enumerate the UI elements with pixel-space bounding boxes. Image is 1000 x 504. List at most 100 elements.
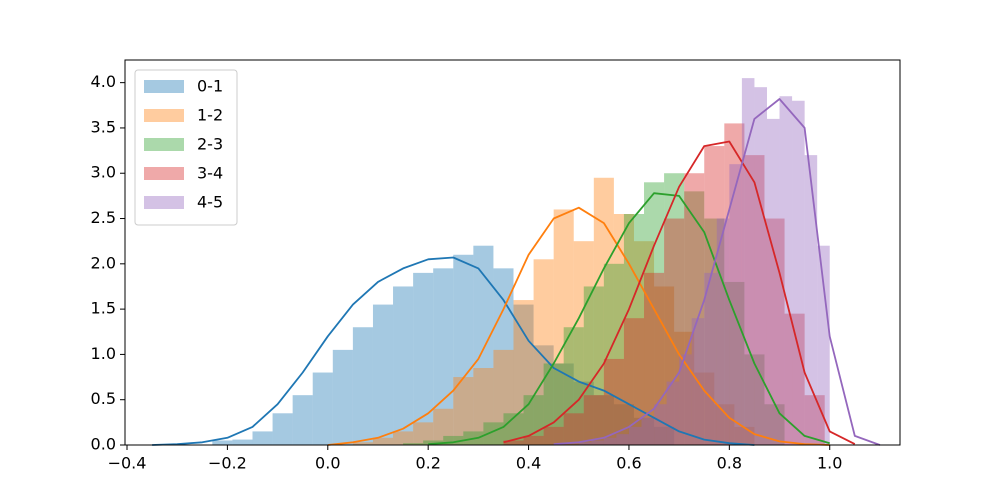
histogram-bar [754,87,767,446]
histogram-bar [252,431,273,445]
y-tick-label: 2.0 [91,253,116,272]
legend-swatch [144,196,184,209]
histogram-bar [573,381,594,445]
histogram-bar [704,146,725,445]
histogram-bar [513,300,534,445]
legend-swatch [144,138,184,151]
y-tick-label: 4.0 [91,72,116,91]
histogram-bar [272,413,293,445]
histogram-bar [654,426,675,445]
histogram-bar [413,422,434,445]
histogram-bar [553,363,574,445]
legend-swatch [144,80,184,93]
y-tick-label: 0.0 [91,435,116,454]
histogram-bar [729,164,742,446]
histogram-bar [292,395,313,445]
histogram-bar [433,408,454,445]
histogram-bar [583,286,604,445]
legend-box [134,69,238,226]
histogram-bar [664,173,685,445]
legend-swatch [144,167,184,180]
x-tick-label: 0.2 [415,454,440,473]
x-tick-label: 1.0 [817,454,842,473]
histogram-bar [817,245,830,445]
kde-line [428,192,830,445]
histogram-bar [633,417,655,445]
histogram-bar [654,286,675,445]
histogram-bar [372,437,394,445]
histogram-bar [573,241,594,445]
histogram-bar [779,96,793,445]
histogram-bar [684,191,705,445]
histogram-bar [724,281,745,445]
histogram-bar [503,440,524,445]
histogram-bar [312,372,333,445]
histogram-bar [679,354,692,445]
histogram-bar [232,439,253,445]
histogram-bar [578,442,592,445]
histogram-bar [352,442,373,445]
histogram-bar [583,395,604,445]
histogram-bar [352,327,373,445]
kde-line [152,256,755,446]
x-tick-label: 0.8 [717,454,742,473]
x-tick-label: 0.0 [315,454,340,473]
histogram-bar [684,173,705,445]
histogram-bar [372,304,394,445]
histogram-bar [766,118,780,445]
kde-line [553,98,881,446]
histogram-bar [644,182,665,445]
legend-label: 2-3 [197,135,223,154]
histogram-bar [641,417,655,445]
histogram-bar [212,440,233,445]
histogram-bar [623,318,645,445]
legend-label: 3-4 [197,164,223,183]
legend-label: 1-2 [197,106,223,125]
histogram-bar [666,381,680,445]
legend-label: 4-5 [197,193,223,212]
legend: 0-1 1-2 2-3 3-4 4-5 [134,69,238,226]
y-tick-label: 1.0 [91,344,116,363]
histogram-bar [453,377,474,445]
histogram-bar [804,155,818,445]
x-tick-label: −0.2 [208,454,247,473]
x-tick-label: −0.4 [108,454,147,473]
histogram-bar [784,313,805,445]
histogram-bar [724,123,745,445]
histogram-bar [628,426,642,445]
legend-swatch [144,109,184,122]
axes: −0.4 −0.2 0.0 0.2 0.4 0.6 0.8 1.0 0.0 0.5 1.0 1.5 2.… [91,72,843,472]
histogram-bar [533,259,554,445]
histogram-bar [473,368,494,445]
histogram-bar [623,214,645,445]
kde-line [327,206,830,446]
plot-frame [124,59,901,446]
y-tick-label: 3.0 [91,163,116,182]
histogram-bar [694,372,715,445]
histogram-bar [563,327,584,445]
histogram-bar [563,413,584,445]
histogram-bar [423,440,444,445]
histogram-bar [413,272,434,445]
histogram-bar [543,426,564,445]
histogram-bar [593,177,614,445]
kde-line [503,140,856,445]
histogram-bar [714,404,735,445]
histogram-bar [613,214,634,445]
kde-lines [152,98,881,446]
histogram-bar [393,286,414,445]
y-tick-label: 3.5 [91,117,116,136]
histogram-bar [603,437,617,445]
histogram-bar [403,443,424,445]
histogram-bar [613,404,634,445]
histogram-bar [453,254,474,445]
legend-label: 0-1 [197,77,223,96]
histogram-bar [443,435,464,445]
histogram-bar [433,268,454,445]
histogram-bar [792,100,805,445]
histogram-bar [493,268,514,445]
histogram-bar [332,349,353,445]
histogram-bar [523,395,544,445]
histogram-bar [616,434,629,445]
